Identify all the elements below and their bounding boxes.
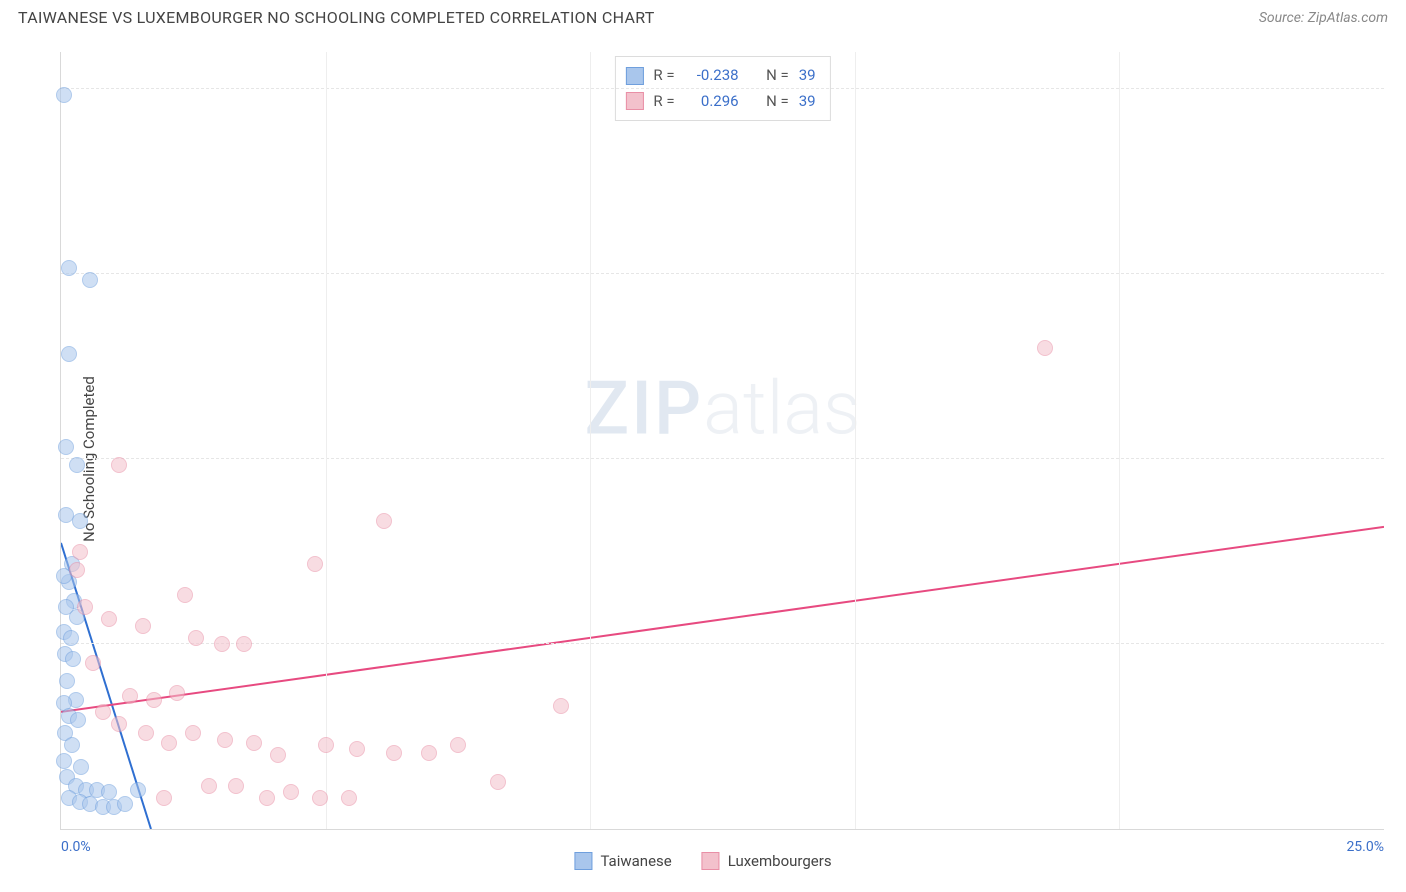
trend-lines: [61, 52, 1384, 829]
n-value-luxembourgers: 39: [799, 89, 816, 115]
data-point: [61, 260, 77, 276]
data-point: [201, 778, 217, 794]
data-point: [307, 556, 323, 572]
data-point: [95, 704, 111, 720]
gridline-v: [590, 52, 591, 829]
legend-swatch-luxembourgers: [702, 852, 720, 870]
data-point: [69, 457, 85, 473]
gridline-h: [61, 458, 1384, 459]
data-point: [259, 790, 275, 806]
data-point: [553, 698, 569, 714]
data-point: [59, 673, 75, 689]
r-value-taiwanese: -0.238: [685, 63, 739, 89]
data-point: [246, 735, 262, 751]
gridline-h: [61, 273, 1384, 274]
bottom-legend: Taiwanese Luxembourgers: [574, 852, 831, 870]
legend-swatch-taiwanese: [574, 852, 592, 870]
data-point: [169, 685, 185, 701]
data-point: [101, 784, 117, 800]
r-value-luxembourgers: 0.296: [685, 89, 739, 115]
source-attribution: Source: ZipAtlas.com: [1259, 10, 1388, 26]
stats-row-taiwanese: R = -0.238 N = 39: [625, 63, 815, 89]
data-point: [236, 636, 252, 652]
data-point: [376, 513, 392, 529]
data-point: [58, 439, 74, 455]
data-point: [63, 630, 79, 646]
legend-label-luxembourgers: Luxembourgers: [728, 852, 832, 870]
data-point: [349, 741, 365, 757]
gridline-v: [855, 52, 856, 829]
data-point: [69, 562, 85, 578]
data-point: [82, 272, 98, 288]
data-point: [72, 544, 88, 560]
data-point: [214, 636, 230, 652]
x-tick-label: 25.0%: [1346, 839, 1384, 855]
n-label: N =: [766, 89, 789, 115]
data-point: [56, 87, 72, 103]
data-point: [56, 753, 72, 769]
data-point: [138, 725, 154, 741]
data-point: [72, 513, 88, 529]
data-point: [70, 712, 86, 728]
swatch-luxembourgers: [625, 92, 643, 110]
x-tick-label: 0.0%: [61, 839, 91, 855]
data-point: [156, 790, 172, 806]
data-point: [217, 732, 233, 748]
data-point: [61, 346, 77, 362]
legend-item-taiwanese: Taiwanese: [574, 852, 671, 870]
legend-label-taiwanese: Taiwanese: [600, 852, 671, 870]
data-point: [85, 655, 101, 671]
n-label: N =: [766, 63, 789, 89]
data-point: [73, 759, 89, 775]
data-point: [117, 796, 133, 812]
watermark-zip: ZIP: [584, 366, 703, 453]
scatter-plot: ZIPatlas R = -0.238 N = 39 R = 0.296 N =…: [60, 52, 1384, 830]
gridline-v: [326, 52, 327, 829]
data-point: [177, 587, 193, 603]
swatch-taiwanese: [625, 67, 643, 85]
data-point: [130, 782, 146, 798]
data-point: [101, 611, 117, 627]
data-point: [386, 745, 402, 761]
data-point: [64, 737, 80, 753]
r-label: R =: [653, 63, 674, 89]
stats-row-luxembourgers: R = 0.296 N = 39: [625, 89, 815, 115]
data-point: [421, 745, 437, 761]
data-point: [341, 790, 357, 806]
data-point: [450, 737, 466, 753]
chart-title: TAIWANESE VS LUXEMBOURGER NO SCHOOLING C…: [18, 8, 655, 27]
chart-container: No Schooling Completed ZIPatlas R = -0.2…: [18, 44, 1388, 874]
data-point: [283, 784, 299, 800]
gridline-h: [61, 88, 1384, 89]
data-point: [228, 778, 244, 794]
gridline-h: [61, 643, 1384, 644]
watermark-atlas: atlas: [703, 366, 860, 453]
legend-item-luxembourgers: Luxembourgers: [702, 852, 832, 870]
data-point: [122, 688, 138, 704]
data-point: [77, 599, 93, 615]
data-point: [270, 747, 286, 763]
data-point: [490, 774, 506, 790]
data-point: [146, 692, 162, 708]
data-point: [1037, 340, 1053, 356]
data-point: [318, 737, 334, 753]
data-point: [65, 651, 81, 667]
watermark: ZIPatlas: [584, 366, 860, 453]
gridline-v: [1119, 52, 1120, 829]
data-point: [185, 725, 201, 741]
data-point: [188, 630, 204, 646]
data-point: [111, 457, 127, 473]
data-point: [135, 618, 151, 634]
data-point: [312, 790, 328, 806]
r-label: R =: [653, 89, 674, 115]
data-point: [111, 716, 127, 732]
n-value-taiwanese: 39: [799, 63, 816, 89]
data-point: [161, 735, 177, 751]
